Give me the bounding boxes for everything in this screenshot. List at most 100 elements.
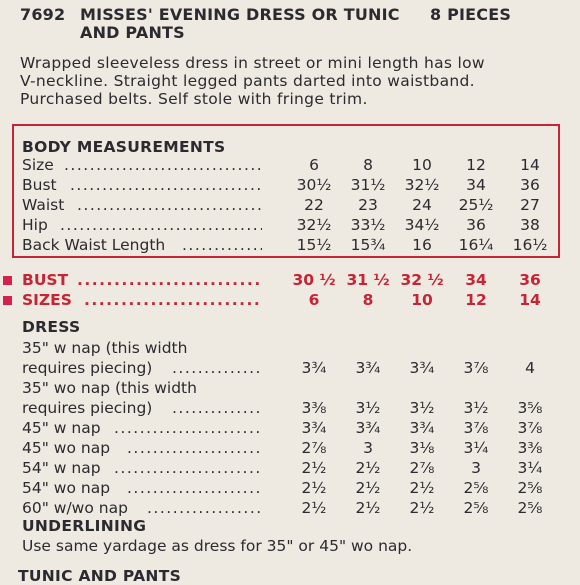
cell-value: 2⅝: [463, 499, 489, 517]
leader-dots: ........................................…: [114, 419, 262, 437]
cell-value: 36: [466, 216, 486, 234]
cell-value: 2½: [301, 499, 327, 517]
cell-value: 3⅝: [517, 399, 543, 417]
cell-value: 33½: [350, 216, 386, 234]
dress-section-title: DRESS: [22, 318, 81, 336]
row-label: requires piecing): [22, 359, 153, 377]
cell-value: 2⅞: [301, 439, 327, 457]
leader-dots: ........................................…: [127, 479, 262, 497]
leader-dots: ........................................…: [64, 156, 262, 174]
leader-dots: ........................................…: [127, 439, 262, 457]
cell-value: 23: [358, 196, 378, 214]
leader-dots: ........................................…: [114, 459, 262, 477]
leader-dots: ........................................…: [172, 399, 262, 417]
red-square-marker: [3, 276, 12, 285]
cell-value: 10: [412, 156, 432, 174]
cell-value: 16¼: [458, 236, 494, 254]
cell-value: 25½: [458, 196, 494, 214]
body-measurements-box: [12, 124, 560, 258]
leader-dots: ........................................…: [172, 359, 262, 377]
cell-value: 2⅝: [517, 479, 543, 497]
cell-value: 12: [466, 156, 486, 174]
row-label: Hip: [22, 216, 48, 234]
cell-value: 14: [519, 291, 541, 309]
row-label: Bust: [22, 176, 57, 194]
description-line: Wrapped sleeveless dress in street or mi…: [20, 54, 485, 72]
cell-value: 2½: [409, 479, 435, 497]
cell-value: 22: [304, 196, 324, 214]
leader-dots: ........................................…: [70, 176, 262, 194]
cell-value: 32½: [296, 216, 332, 234]
cell-value: 31 ½: [346, 271, 390, 289]
cell-value: 3⅛: [409, 439, 435, 457]
cell-value: 36: [519, 271, 541, 289]
cell-value: 2½: [301, 459, 327, 477]
cell-value: 3¾: [355, 359, 381, 377]
cell-value: 36: [520, 176, 540, 194]
row-label: requires piecing): [22, 399, 153, 417]
cell-value: 14: [520, 156, 540, 174]
cell-value: 2⅝: [517, 499, 543, 517]
underlining-text: Use same yardage as dress for 35" or 45"…: [22, 537, 413, 555]
underlining-title: UNDERLINING: [22, 517, 147, 535]
cell-value: 2½: [409, 499, 435, 517]
cell-value: 30½: [296, 176, 332, 194]
pattern-description: Wrapped sleeveless dress in street or mi…: [20, 54, 565, 108]
cell-value: 16½: [512, 236, 548, 254]
cell-value: 3½: [409, 399, 435, 417]
cell-value: 3⅞: [463, 419, 489, 437]
cell-value: 34: [465, 271, 487, 289]
leader-dots: ........................................…: [147, 499, 262, 517]
cell-value: 38: [520, 216, 540, 234]
cell-value: 3½: [463, 399, 489, 417]
pattern-number: 7692: [20, 5, 66, 24]
row-label: 54" wo nap: [22, 479, 111, 497]
cell-value: 3⅞: [517, 419, 543, 437]
description-line: Purchased belts. Self stole with fringe …: [20, 90, 368, 108]
cell-value: 34: [466, 176, 486, 194]
cell-value: 34½: [404, 216, 440, 234]
cell-value: 3¾: [409, 419, 435, 437]
row-label: 35" w nap (this width: [22, 339, 188, 357]
cell-value: 6: [308, 291, 320, 309]
cell-value: 3⅜: [517, 439, 543, 457]
row-label: BUST: [22, 271, 69, 289]
cell-value: 3¾: [355, 419, 381, 437]
cell-value: 24: [412, 196, 432, 214]
cell-value: 2½: [355, 459, 381, 477]
cell-value: 3¼: [463, 439, 489, 457]
leader-dots: ........................................…: [77, 271, 262, 289]
cell-value: 12: [465, 291, 487, 309]
red-square-marker: [3, 296, 12, 305]
row-label: SIZES: [22, 291, 72, 309]
cell-value: 16: [412, 236, 432, 254]
pattern-title: MISSES' EVENING DRESS OR TUNIC AND PANTS: [80, 5, 400, 42]
cell-value: 3¾: [301, 419, 327, 437]
tunic-pants-title: TUNIC AND PANTS: [18, 567, 182, 585]
leader-dots: ........................................…: [84, 291, 262, 309]
cell-value: 2½: [301, 479, 327, 497]
cell-value: 3: [363, 439, 373, 457]
description-line: V-neckline. Straight legged pants darted…: [20, 72, 475, 90]
cell-value: 31½: [350, 176, 386, 194]
cell-value: 3⅜: [301, 399, 327, 417]
cell-value: 3¾: [301, 359, 327, 377]
cell-value: 15½: [296, 236, 332, 254]
cell-value: 3¾: [409, 359, 435, 377]
leader-dots: ........................................…: [60, 216, 262, 234]
cell-value: 3¼: [517, 459, 543, 477]
cell-value: 10: [411, 291, 433, 309]
cell-value: 32½: [404, 176, 440, 194]
cell-value: 8: [363, 156, 373, 174]
cell-value: 8: [362, 291, 374, 309]
cell-value: 3: [471, 459, 481, 477]
leader-dots: ........................................…: [77, 196, 262, 214]
row-label: Waist: [22, 196, 65, 214]
cell-value: 4: [525, 359, 535, 377]
cell-value: 2½: [355, 499, 381, 517]
cell-value: 3½: [355, 399, 381, 417]
cell-value: 6: [309, 156, 319, 174]
cell-value: 2⅝: [463, 479, 489, 497]
body-measurements-title: BODY MEASUREMENTS: [22, 138, 226, 156]
cell-value: 27: [520, 196, 540, 214]
